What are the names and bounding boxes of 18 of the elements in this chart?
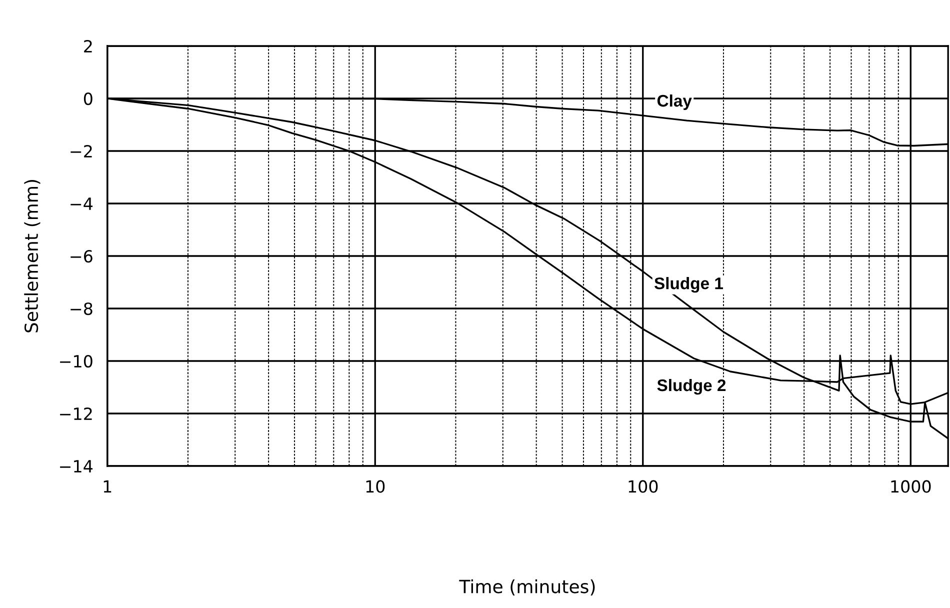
x-tick-label: 100 (628, 480, 658, 493)
series-label: Sludge 2 (657, 378, 726, 395)
y-axis-title: Settlement (mm) (24, 180, 40, 332)
series-label: Sludge 1 (654, 277, 723, 293)
y-tick-label: 0 (84, 92, 92, 106)
y-tick-label: −8 (70, 302, 92, 316)
y-tick-label: −12 (60, 407, 92, 420)
x-axis-title: Time (minutes) (459, 579, 595, 596)
y-tick-label: −10 (60, 354, 92, 368)
x-tick-label: 1000 (891, 480, 931, 493)
y-tick-label: −14 (60, 460, 93, 472)
y-tick-label: 2 (84, 40, 92, 52)
series-label: Clay (657, 94, 692, 110)
y-tick-label: −4 (70, 198, 93, 210)
x-tick-label: 1 (104, 480, 112, 493)
y-tick-label: −6 (70, 250, 92, 263)
x-tick-label: 10 (366, 480, 385, 493)
y-tick-label: −2 (70, 144, 92, 158)
